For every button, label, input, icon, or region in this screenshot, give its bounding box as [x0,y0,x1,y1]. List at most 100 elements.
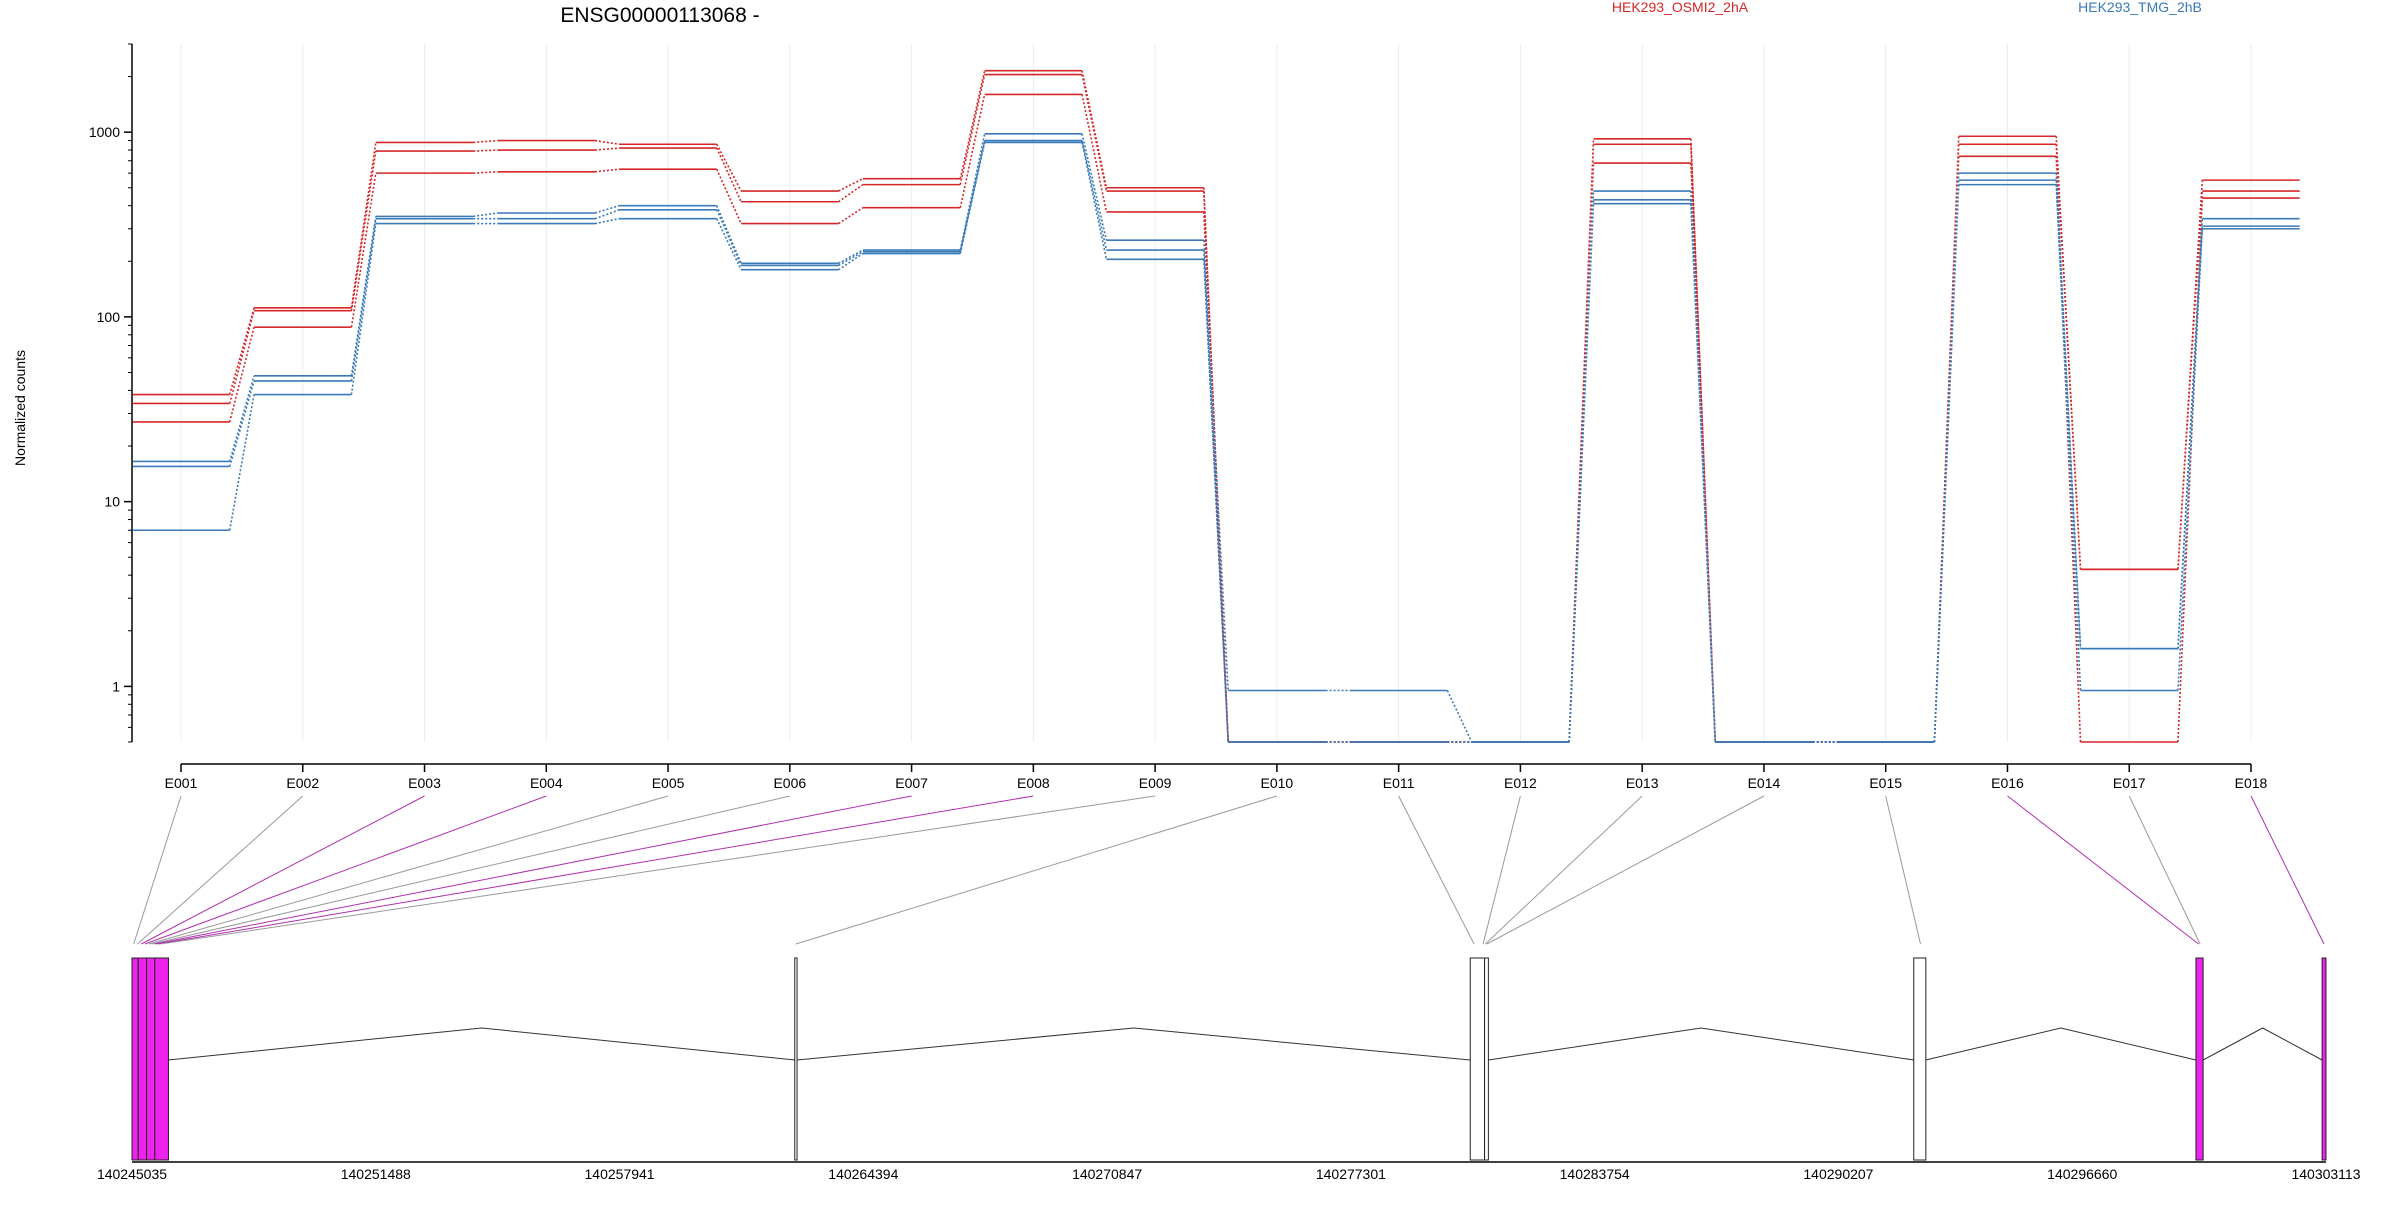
y-tick-label-100: 100 [97,309,121,325]
series-lines [132,69,2300,743]
series-1-hek293_osmi2_2ha [132,73,2300,743]
series-0-connector-e005 [716,143,742,192]
series-3-connector-e004 [594,204,620,214]
series-3-connector-e006 [838,249,864,265]
x-tick-label-e006: E006 [773,775,806,791]
axes: 1 10 100 1000 E001 E002 E003 E004 E005 E006 E007 E0… [89,43,2268,791]
series-5-hek293_tmg_2hb [132,141,2300,743]
exon-link-e010 [795,795,1278,945]
y-tick-label-1000: 1000 [89,124,120,140]
series-2-connector-e007 [959,94,986,208]
series-1-connector-e003 [473,149,498,152]
series-1-connector-e005 [716,147,742,203]
x-tick-label-e009: E009 [1139,775,1172,791]
series-5-connector-e001 [228,394,255,531]
x-tick-label-e016: E016 [1991,775,2024,791]
series-3-hek293_tmg_2hb [132,132,2300,743]
x-tick-label-e001: E001 [165,775,198,791]
series-5-connector-e002 [350,223,377,395]
series-0-connector-e002 [350,142,377,308]
genomic-tick-label-1: 140251488 [341,1166,411,1182]
exon-link-e014 [1486,795,1765,945]
genomic-tick-label-5: 140277301 [1316,1166,1386,1182]
series-5-connector-e005 [716,218,742,271]
exon-block-1 [137,957,148,1161]
genomic-tick-label-4: 140270847 [1072,1166,1142,1182]
series-4-connector-e017 [2177,226,2204,649]
series-2-connector-e005 [716,168,742,224]
series-1-connector-e004 [594,147,620,151]
series-1-connector-e017 [2177,190,2204,570]
series-4-connector-e007 [959,140,986,252]
exon-link-e004 [144,795,547,945]
series-0-connector-e007 [959,70,986,179]
exon-link-e005 [148,795,669,945]
intron-1 [797,1027,1471,1061]
exon-block-4 [794,957,798,1161]
series-4-connector-e005 [716,209,742,266]
x-tick-label-e012: E012 [1504,775,1537,791]
x-tick-label-e003: E003 [408,775,441,791]
gene-model: 140245035 140251488 140257941 140264394 1402… [97,957,2361,1182]
exon-link-lines [133,795,2325,945]
genomic-tick-label-7: 140290207 [1803,1166,1873,1182]
legend-entry-1: HEK293_TMG_2hB [2078,0,2202,15]
x-tick-label-e018: E018 [2235,775,2268,791]
series-4-connector-e001 [228,380,255,467]
series-2-hek293_osmi2_2ha [132,93,2300,743]
x-tick-label-e008: E008 [1017,775,1050,791]
series-2-connector-e008 [1081,94,1108,213]
series-5-connector-e008 [1081,142,1108,260]
series-5-connector-e004 [594,217,620,225]
vertical-grid [180,44,2252,742]
exon-block-6 [1484,957,1489,1161]
exon-link-e018 [2250,795,2325,945]
legend-entry-0: HEK293_OSMI2_2hA [1612,0,1749,15]
x-tick-label-e014: E014 [1748,775,1781,791]
exon-block-0 [131,957,139,1161]
series-4-hek293_tmg_2hb [132,139,2300,743]
series-0-connector-e015 [1933,136,1960,743]
series-5-connector-e012 [1568,203,1595,743]
exon-link-e015 [1885,795,1922,945]
series-4-connector-e002 [350,218,377,382]
x-tick-label-e005: E005 [652,775,685,791]
exon-block-3 [154,957,169,1161]
exon-link-e007 [154,795,912,945]
x-tick-label-e011: E011 [1383,775,1415,791]
series-2-connector-e003 [473,171,498,174]
exon-link-e009 [160,795,1156,945]
series-1-connector-e008 [1081,74,1108,192]
x-tick-label-e007: E007 [895,775,928,791]
series-5-connector-e007 [959,142,986,254]
series-3-connector-e001 [228,375,255,462]
x-tick-label-e004: E004 [530,775,563,791]
series-2-connector-e006 [838,207,864,225]
series-4-connector-e008 [1081,140,1108,251]
exon-link-e016 [2007,795,2199,945]
y-tick-label-1: 1 [112,678,120,694]
exon-link-e008 [157,795,1034,945]
series-1-connector-e007 [959,74,986,185]
series-0-connector-e006 [838,177,864,192]
series-0-connector-e001 [228,307,255,395]
exon-link-e002 [137,795,304,945]
genomic-tick-label-0: 140245035 [97,1166,167,1182]
intron-2 [1488,1027,1914,1061]
series-0-hek293_osmi2_2ha [132,69,2300,743]
y-axis-label: Normalized counts [12,350,28,466]
exon-block-9 [2321,957,2327,1161]
exon-link-e013 [1485,795,1643,945]
series-5-connector-e017 [2177,228,2204,691]
exon-block-2 [146,957,156,1161]
exon-link-e017 [2128,795,2201,945]
series-5-connector-e009 [1203,259,1229,743]
genomic-tick-label-6: 140283754 [1560,1166,1630,1182]
series-5-connector-e013 [1690,203,1717,743]
y-tick-label-10: 10 [104,494,120,510]
x-tick-label-e017: E017 [2113,775,2146,791]
series-2-connector-e002 [350,173,377,328]
x-tick-label-e010: E010 [1261,775,1294,791]
